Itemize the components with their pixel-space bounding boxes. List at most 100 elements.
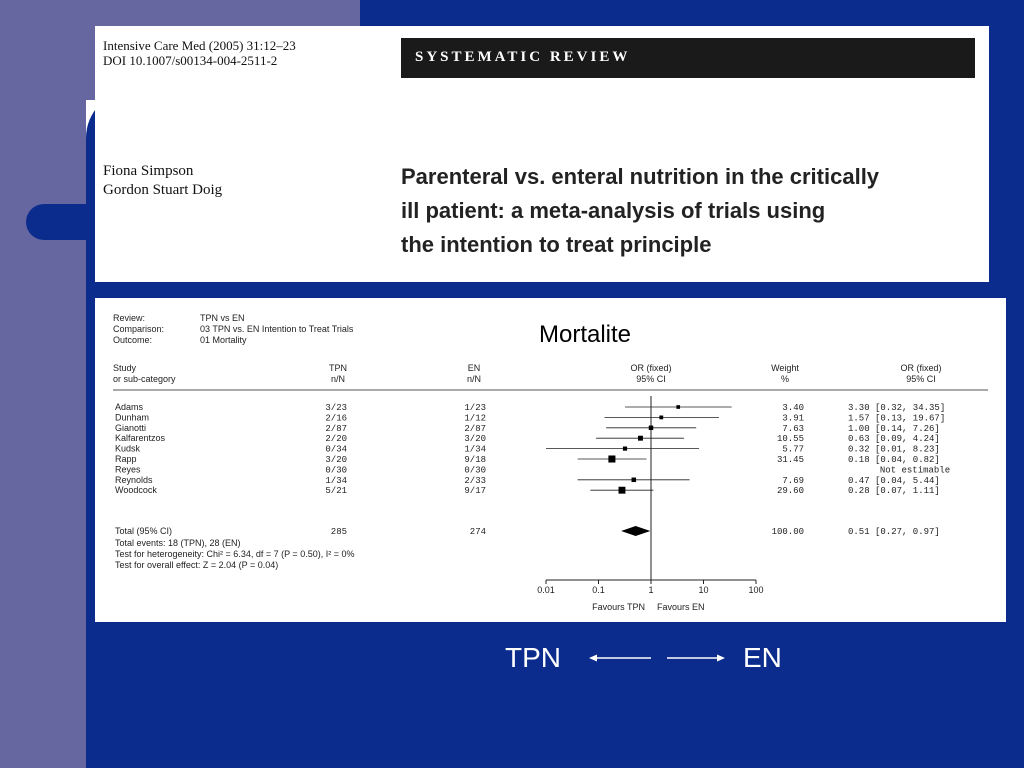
study-weight: 3.91 (782, 413, 804, 423)
study-point (608, 455, 616, 463)
right-arrow-icon (717, 654, 725, 662)
forest-plot: Mortalite Review: TPN vs EN Comparison: 03 T… (113, 313, 988, 612)
journal-line-2: DOI 10.1007/s00134-004-2511-2 (103, 53, 278, 68)
study-en: 1/34 (464, 445, 486, 455)
x-tick-label: 0.1 (592, 585, 605, 595)
meta-label: Comparison: (113, 324, 164, 334)
study-or-text: 0.18 [0.04, 0.82] (848, 455, 940, 465)
study-name: Adams (115, 402, 144, 412)
left-arrow-icon (589, 654, 597, 662)
column-header-weight: % (781, 374, 789, 384)
meta-value: 03 TPN vs. EN Intention to Treat Trials (200, 324, 354, 334)
footer-line: Test for heterogeneity: Chi² = 6.34, df … (115, 549, 354, 559)
study-point (676, 405, 681, 409)
column-header-or_text: 95% CI (906, 374, 936, 384)
study-name: Kalfarentzos (115, 433, 166, 443)
x-tick-label: 100 (748, 585, 763, 595)
study-tpn: 5/21 (325, 486, 347, 496)
column-header-tpn: n/N (331, 374, 345, 384)
en-label: EN (743, 642, 782, 673)
direction-arrows (589, 654, 725, 662)
study-en: 2/87 (464, 424, 486, 434)
tpn-label: TPN (505, 642, 561, 673)
study-en: 0/30 (464, 465, 486, 475)
study-name: Rapp (115, 454, 137, 464)
total-or-text: 0.51 [0.27, 0.97] (848, 527, 940, 537)
forest-plot-card: Mortalite Review: TPN vs EN Comparison: 03 T… (95, 298, 1006, 622)
column-header-weight: Weight (771, 363, 799, 373)
study-tpn: 2/87 (325, 424, 347, 434)
x-tick-label: 1 (648, 585, 653, 595)
study-en: 3/20 (464, 434, 486, 444)
column-header-tpn: TPN (329, 363, 347, 373)
study-tpn: 0/30 (325, 465, 347, 475)
study-or-text: 0.47 [0.04, 5.44] (848, 476, 940, 486)
paper-header: Intensive Care Med (2005) 31:12–23 DOI 1… (95, 26, 989, 282)
footer-line: Test for overall effect: Z = 2.04 (P = 0… (115, 560, 278, 570)
study-or-text: 0.28 [0.07, 1.11] (848, 486, 940, 496)
study-weight: 5.77 (782, 445, 804, 455)
total-weight: 100.00 (772, 527, 804, 537)
author-1: Fiona Simpson (103, 163, 194, 179)
title-line-2: ill patient: a meta-analysis of trials u… (401, 198, 826, 223)
paper-title: Parenteral vs. enteral nutrition in the … (401, 160, 981, 262)
column-header-or_text: OR (fixed) (900, 363, 941, 373)
study-weight: 31.45 (777, 455, 804, 465)
study-en: 9/18 (464, 455, 486, 465)
study-name: Woodcock (115, 485, 157, 495)
author-2: Gordon Stuart Doig (103, 182, 223, 198)
footer-line: Total events: 18 (TPN), 28 (EN) (115, 538, 241, 548)
study-tpn: 0/34 (325, 445, 347, 455)
x-tick-label: 10 (698, 585, 708, 595)
study-weight: 7.63 (782, 424, 804, 434)
study-weight: 10.55 (777, 434, 804, 444)
title-line-3: the intention to treat principle (401, 232, 712, 257)
favours-right-label: Favours EN (657, 602, 705, 612)
study-or-text: 1.00 [0.14, 7.26] (848, 424, 940, 434)
meta-value: 01 Mortality (200, 335, 247, 345)
study-point (638, 435, 643, 441)
study-point (659, 415, 664, 420)
x-tick-label: 0.01 (537, 585, 555, 595)
meta-value: TPN vs EN (200, 313, 245, 323)
section-banner: SYSTEMATIC REVIEW (401, 38, 975, 78)
total-en: 274 (470, 527, 486, 537)
study-name: Gianotti (115, 423, 146, 433)
study-point (648, 425, 654, 431)
author-list: Fiona Simpson Gordon Stuart Doig (103, 162, 222, 200)
column-header-study: or sub-category (113, 374, 176, 384)
study-en: 1/23 (464, 403, 486, 413)
study-en: 2/33 (464, 476, 486, 486)
study-weight: 7.69 (782, 476, 804, 486)
column-header-en: EN (468, 363, 481, 373)
meta-label: Review: (113, 313, 145, 323)
study-tpn: 2/16 (325, 413, 347, 423)
direction-legend: TPN EN (505, 640, 805, 680)
journal-line-1: Intensive Care Med (2005) 31:12–23 (103, 38, 296, 53)
column-header-or_plot: 95% CI (636, 374, 666, 384)
study-or-text: Not estimable (880, 465, 950, 475)
study-en: 9/17 (464, 486, 486, 496)
meta-label: Outcome: (113, 335, 152, 345)
total-diamond (621, 526, 651, 536)
study-point (618, 486, 626, 494)
study-name: Reynolds (115, 475, 153, 485)
title-line-1: Parenteral vs. enteral nutrition in the … (401, 164, 880, 189)
study-tpn: 2/20 (325, 434, 347, 444)
study-tpn: 1/34 (325, 476, 347, 486)
study-name: Dunham (115, 412, 149, 422)
sidebar-strip (0, 0, 86, 768)
favours-left-label: Favours TPN (592, 602, 645, 612)
column-header-en: n/N (467, 374, 481, 384)
study-weight: 3.40 (782, 403, 804, 413)
study-or-text: 1.57 [0.13, 19.67] (848, 413, 945, 423)
study-or-text: 0.32 [0.01, 8.23] (848, 445, 940, 455)
study-weight: 29.60 (777, 486, 804, 496)
study-tpn: 3/23 (325, 403, 347, 413)
study-en: 1/12 (464, 413, 486, 423)
study-or-text: 0.63 [0.09, 4.24] (848, 434, 940, 444)
study-point (622, 446, 628, 451)
column-header-or_plot: OR (fixed) (630, 363, 671, 373)
total-name: Total (95% CI) (115, 526, 172, 536)
study-name: Kudsk (115, 444, 141, 454)
